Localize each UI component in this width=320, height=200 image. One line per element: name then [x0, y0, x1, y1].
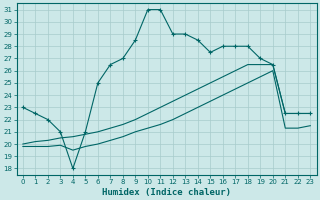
X-axis label: Humidex (Indice chaleur): Humidex (Indice chaleur) — [102, 188, 231, 197]
